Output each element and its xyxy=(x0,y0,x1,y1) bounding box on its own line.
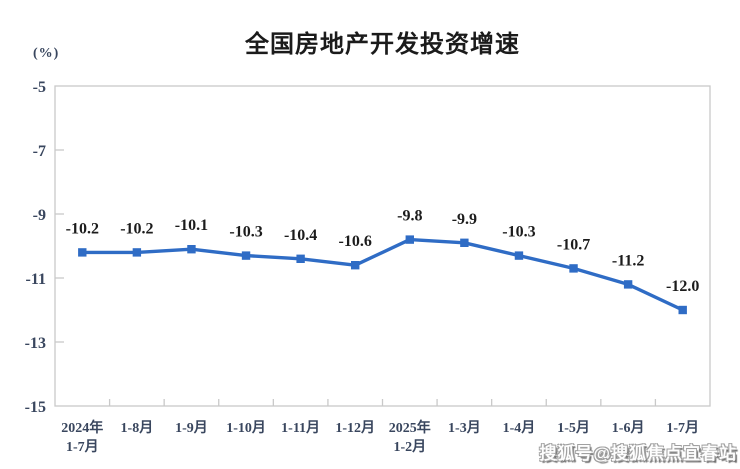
y-tick-label: -7 xyxy=(33,143,46,160)
data-label: -10.6 xyxy=(339,233,372,250)
data-label: -12.0 xyxy=(666,278,699,295)
x-tick-label: 2025年 1-2月 xyxy=(389,419,431,455)
data-point xyxy=(678,305,687,315)
data-point xyxy=(132,248,142,257)
plot-border xyxy=(54,85,711,407)
data-point xyxy=(623,280,633,289)
y-tick-label: -15 xyxy=(25,399,46,416)
data-point xyxy=(569,264,578,273)
watermark: 搜狐号@搜狐焦点宜春站 xyxy=(539,444,737,463)
data-label: -10.4 xyxy=(284,227,317,244)
data-point xyxy=(187,245,196,254)
x-tick-label: 1-8月 xyxy=(121,420,154,436)
x-tick-label: 1-9月 xyxy=(175,420,208,436)
y-tick-label: -9 xyxy=(33,207,46,224)
y-tick-label: -11 xyxy=(26,271,46,288)
data-point xyxy=(460,238,469,247)
data-label: -9.9 xyxy=(452,211,477,228)
y-axis-unit-label: (%) xyxy=(33,46,60,61)
data-label: -10.1 xyxy=(175,217,208,234)
data-label: -11.2 xyxy=(612,252,644,269)
data-point xyxy=(296,254,305,263)
x-tick-label: 2024年 1-7月 xyxy=(61,419,103,455)
data-point xyxy=(241,251,251,260)
chart-title: 全国房地产开发投资增速 xyxy=(245,31,520,58)
x-tick-label: 1-3月 xyxy=(448,420,481,436)
x-tick-label: 1-4月 xyxy=(503,420,536,436)
data-point xyxy=(351,261,360,270)
x-tick-label: 1-10月 xyxy=(226,420,266,436)
data-label: -10.2 xyxy=(120,220,153,237)
x-tick-label: 1-11月 xyxy=(281,420,320,436)
series-line xyxy=(80,237,685,312)
x-tick-label: 1-7月 xyxy=(666,420,699,436)
data-label: -10.3 xyxy=(502,224,535,241)
data-point xyxy=(78,248,87,257)
data-label: -10.7 xyxy=(557,236,590,253)
data-point xyxy=(514,251,524,260)
data-label: -10.2 xyxy=(66,220,99,237)
y-tick-label: -5 xyxy=(33,79,46,96)
x-tick-label: 1-12月 xyxy=(335,420,375,436)
data-label: -10.3 xyxy=(229,224,262,241)
data-label: -9.8 xyxy=(397,208,422,225)
x-tick-label: 1-6月 xyxy=(612,420,645,436)
y-tick-label: -13 xyxy=(25,335,46,352)
data-point xyxy=(405,235,414,244)
x-tick-label: 1-5月 xyxy=(557,420,590,436)
